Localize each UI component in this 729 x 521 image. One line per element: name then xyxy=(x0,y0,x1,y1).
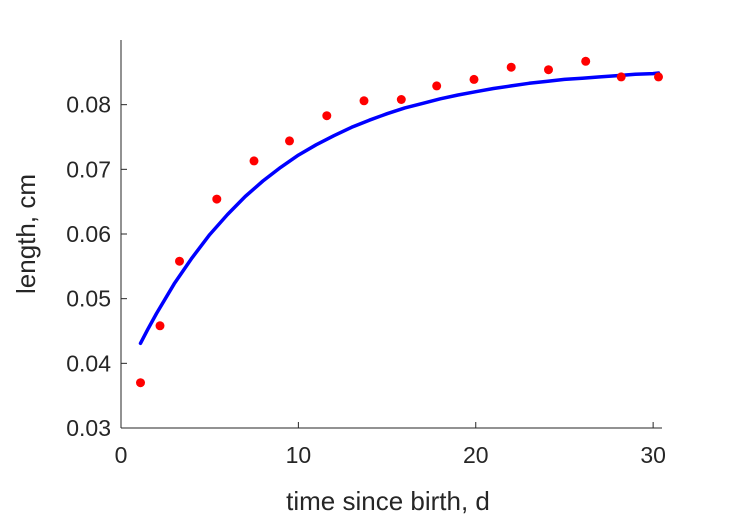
data-point xyxy=(212,194,222,204)
y-tick-label: 0.04 xyxy=(66,350,111,376)
y-axis-label: length, cm xyxy=(11,174,41,294)
y-tick-label: 0.08 xyxy=(66,92,111,118)
data-point xyxy=(285,136,294,146)
x-tick-label: 10 xyxy=(286,442,312,468)
axes: 0 10 20 30 0.03 0.04 0.05 0.06 0.07 0.08 xyxy=(66,40,666,468)
data-point xyxy=(249,156,259,166)
data-point xyxy=(322,111,332,121)
data-point xyxy=(544,65,553,75)
y-tick-label: 0.05 xyxy=(66,286,111,312)
data-point xyxy=(469,74,479,84)
fit-curve-layer xyxy=(138,71,661,346)
data-point xyxy=(581,56,591,66)
x-tick-label: 20 xyxy=(463,442,489,468)
y-tick-label: 0.03 xyxy=(66,415,111,441)
data-point xyxy=(654,72,663,82)
y-tick-label: 0.07 xyxy=(66,156,111,182)
data-point xyxy=(432,81,442,91)
data-point xyxy=(175,256,184,266)
data-points-layer xyxy=(136,56,663,388)
y-tick-label: 0.06 xyxy=(66,221,111,247)
data-point xyxy=(359,96,369,106)
data-point xyxy=(396,95,406,104)
data-point xyxy=(136,378,145,388)
fit-curve xyxy=(138,71,661,346)
x-tick-label: 0 xyxy=(115,442,128,468)
data-point xyxy=(506,62,516,72)
data-point xyxy=(616,72,626,82)
x-tick-label: 30 xyxy=(640,442,666,468)
x-axis-label: time since birth, d xyxy=(286,486,490,516)
data-point xyxy=(155,321,165,331)
